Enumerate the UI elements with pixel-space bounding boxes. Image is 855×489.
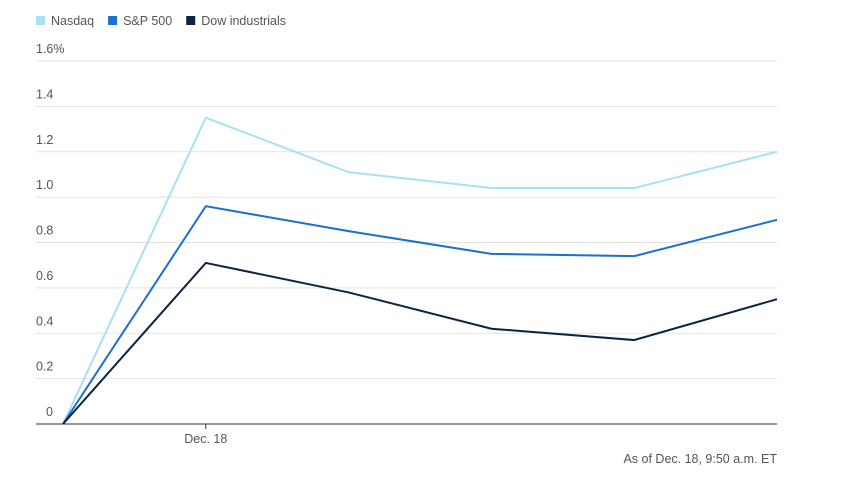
- y-tick-label: 0.6: [36, 269, 53, 283]
- y-tick-label: 1.0: [36, 178, 53, 192]
- y-tick-label: 0: [46, 405, 53, 419]
- series-line: [62, 261, 778, 425]
- x-tick-label: Dec. 18: [184, 432, 227, 446]
- y-tick-label: 0.2: [36, 360, 53, 374]
- y-tick-label: 1.6%: [36, 42, 65, 56]
- y-tick-label: 0.8: [36, 224, 53, 238]
- legend-label: Dow industrials: [201, 14, 286, 28]
- series-line: [62, 205, 778, 425]
- legend-label: S&P 500: [123, 14, 172, 28]
- legend-label: Nasdaq: [51, 14, 94, 28]
- y-tick-label: 1.2: [36, 133, 53, 147]
- legend-swatch: [36, 16, 45, 25]
- legend-swatch: [108, 16, 118, 25]
- note: As of Dec. 18, 9:50 a.m. ET: [623, 452, 777, 466]
- legend-swatch: [186, 16, 196, 25]
- y-tick-label: 0.4: [36, 314, 53, 328]
- y-tick-label: 1.4: [36, 87, 53, 101]
- series-line: [62, 116, 778, 425]
